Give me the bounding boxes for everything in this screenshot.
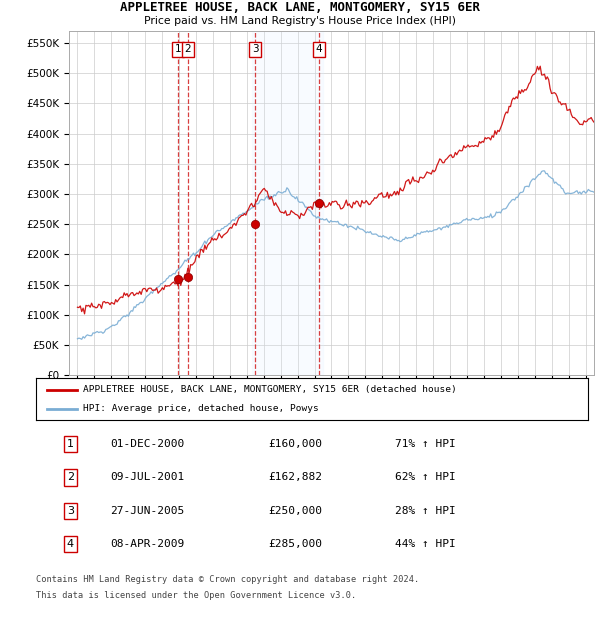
Text: Price paid vs. HM Land Registry's House Price Index (HPI): Price paid vs. HM Land Registry's House … <box>144 16 456 25</box>
Text: 3: 3 <box>252 44 259 54</box>
Text: 2: 2 <box>67 472 74 482</box>
Text: 1: 1 <box>175 44 181 54</box>
Text: 4: 4 <box>67 539 74 549</box>
Text: £162,882: £162,882 <box>268 472 322 482</box>
Text: 71% ↑ HPI: 71% ↑ HPI <box>395 439 455 449</box>
Text: £285,000: £285,000 <box>268 539 322 549</box>
Text: 01-DEC-2000: 01-DEC-2000 <box>110 439 185 449</box>
Text: 2: 2 <box>185 44 191 54</box>
Text: 4: 4 <box>316 44 322 54</box>
Bar <box>252 31 323 375</box>
Text: APPLETREE HOUSE, BACK LANE, MONTGOMERY, SY15 6ER (detached house): APPLETREE HOUSE, BACK LANE, MONTGOMERY, … <box>83 385 457 394</box>
Text: 62% ↑ HPI: 62% ↑ HPI <box>395 472 455 482</box>
Text: £250,000: £250,000 <box>268 506 322 516</box>
Text: £160,000: £160,000 <box>268 439 322 449</box>
Text: 28% ↑ HPI: 28% ↑ HPI <box>395 506 455 516</box>
Text: Contains HM Land Registry data © Crown copyright and database right 2024.: Contains HM Land Registry data © Crown c… <box>36 575 419 585</box>
Text: 3: 3 <box>67 506 74 516</box>
Text: 08-APR-2009: 08-APR-2009 <box>110 539 185 549</box>
Text: HPI: Average price, detached house, Powys: HPI: Average price, detached house, Powy… <box>83 404 319 414</box>
Text: 09-JUL-2001: 09-JUL-2001 <box>110 472 185 482</box>
Text: 27-JUN-2005: 27-JUN-2005 <box>110 506 185 516</box>
Text: 44% ↑ HPI: 44% ↑ HPI <box>395 539 455 549</box>
Text: This data is licensed under the Open Government Licence v3.0.: This data is licensed under the Open Gov… <box>36 591 356 601</box>
Text: APPLETREE HOUSE, BACK LANE, MONTGOMERY, SY15 6ER: APPLETREE HOUSE, BACK LANE, MONTGOMERY, … <box>120 1 480 14</box>
Text: 1: 1 <box>67 439 74 449</box>
